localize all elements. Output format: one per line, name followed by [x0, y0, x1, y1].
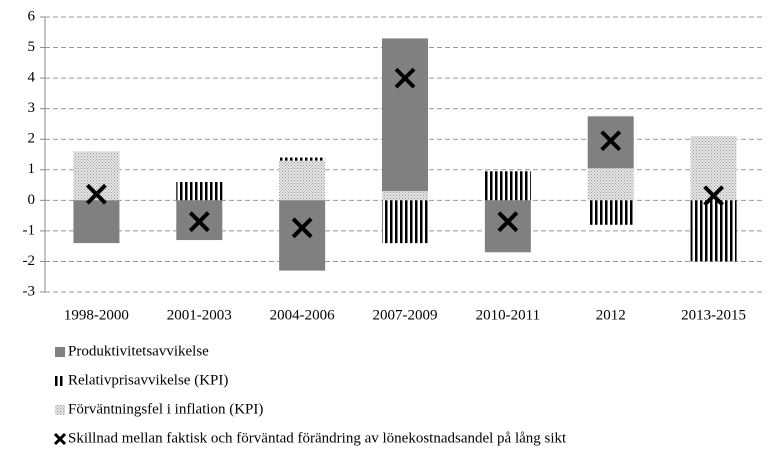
x-marker: [703, 185, 724, 207]
legend-icon: [53, 432, 67, 446]
legend-label: Förväntningsfel i inflation (KPI): [68, 401, 263, 417]
x-marker: [86, 183, 107, 205]
bar: [279, 200, 326, 271]
bar: [484, 200, 531, 253]
x-tick-label: 2013-2015: [681, 307, 746, 323]
bar: [382, 191, 428, 201]
y-tick-label: 1: [28, 161, 36, 177]
x-marker-stroke: [600, 130, 622, 152]
bar: [484, 171, 531, 201]
legend-icon: [55, 376, 65, 386]
y-tick-label: 4: [28, 70, 36, 86]
x-marker: [497, 211, 519, 233]
legend-icon: [55, 405, 65, 415]
legend-icon: [55, 347, 65, 357]
bar: [382, 200, 428, 244]
legend-label: Skillnad mellan faktisk och förväntad fö…: [68, 430, 567, 446]
bar: [73, 200, 120, 244]
x-tick-label: 2007-2009: [373, 307, 438, 323]
bar: [587, 200, 634, 225]
y-tick-label: 6: [28, 8, 36, 24]
y-tick-label: 2: [28, 131, 36, 147]
bar: [176, 182, 223, 201]
x-marker: [291, 217, 313, 239]
bar: [587, 168, 634, 201]
x-marker-stroke: [394, 67, 416, 89]
bar: [382, 38, 428, 192]
x-tick-label: 2012: [596, 307, 626, 323]
x-marker: [188, 211, 210, 233]
y-tick-label: -1: [23, 222, 36, 238]
bar: [279, 157, 326, 161]
bar: [690, 136, 737, 201]
legend-label: Produktivitetsavvikelse: [68, 343, 209, 359]
x-marker: [394, 67, 416, 89]
x-tick-label: 1998-2000: [64, 307, 129, 323]
y-tick-label: 3: [28, 100, 36, 116]
x-tick-label: 2004-2006: [270, 307, 335, 323]
x-marker-stroke: [291, 217, 313, 239]
y-tick-label: -3: [23, 283, 36, 299]
legend-label: Relativprisavvikelse (KPI): [68, 372, 228, 388]
y-tick-label: 5: [28, 39, 36, 55]
x-marker-stroke: [86, 183, 107, 205]
x-marker-stroke: [497, 211, 519, 233]
x-tick-label: 2001-2003: [167, 307, 232, 323]
x-marker-stroke: [703, 185, 724, 207]
y-tick-label: -2: [23, 253, 36, 269]
y-tick-label: 0: [28, 192, 36, 208]
x-tick-label: 2010-2011: [476, 307, 540, 323]
bar: [690, 200, 737, 262]
x-marker: [600, 130, 622, 152]
bar: [279, 160, 326, 201]
x-marker-stroke: [188, 211, 210, 233]
